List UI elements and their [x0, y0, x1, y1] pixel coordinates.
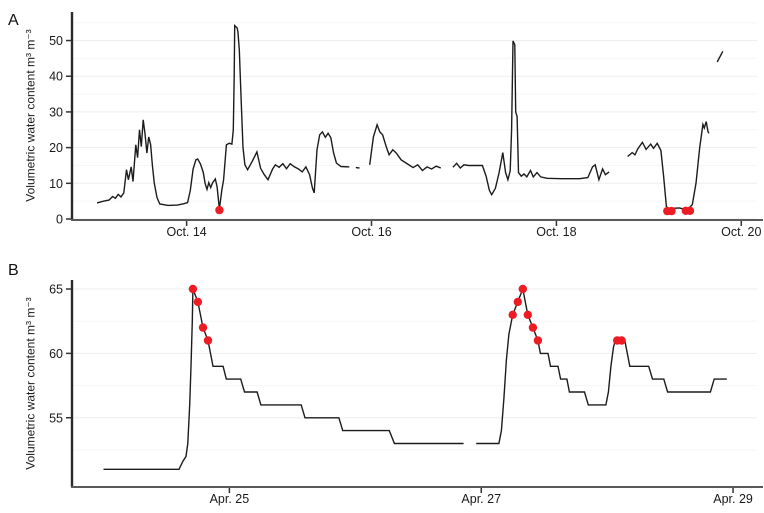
red-marker-point	[513, 297, 522, 307]
panel-a-y-axis-title: Volumetric water content m³ m⁻³	[23, 29, 38, 202]
red-marker-point	[518, 284, 527, 294]
water-content-line	[96, 24, 350, 210]
panel-a: Oct. 14 Oct. 16 Oct. 18 Oct. 20 0 10 20 30 40 50 …	[0, 0, 764, 256]
y-tick-label: 60	[49, 347, 63, 361]
red-marker-point	[203, 336, 213, 345]
panel-a-label: A	[8, 12, 20, 29]
red-marker-point	[508, 310, 517, 319]
y-tick-label: 20	[49, 141, 63, 155]
y-tick-label: 0	[56, 213, 63, 227]
x-tick-label: Oct. 20	[721, 225, 761, 239]
panel-b-chart-svg: Apr. 25 Apr. 27 Apr. 29 55 60 65	[49, 280, 763, 506]
y-tick-label: 50	[49, 34, 63, 48]
red-marker-point	[198, 323, 208, 332]
red-marker-point	[215, 205, 224, 215]
water-content-line	[452, 40, 610, 197]
red-marker-point	[685, 206, 695, 215]
x-tick-label: Oct. 18	[536, 225, 576, 239]
panel-b: Apr. 25 Apr. 27 Apr. 29 55 60 65 B Volumetric…	[0, 256, 764, 513]
y-tick-label: 55	[49, 411, 63, 425]
red-marker-point	[528, 323, 538, 332]
red-marker-point	[667, 206, 676, 216]
panel-b-label: B	[8, 262, 20, 279]
water-content-line	[369, 122, 442, 172]
y-tick-label: 30	[49, 105, 63, 119]
red-marker-point	[193, 297, 203, 307]
red-marker-point	[523, 310, 532, 319]
panel-b-y-axis-title: Volumetric water content m³ m⁻³	[23, 297, 38, 470]
x-tick-label: Oct. 14	[166, 225, 206, 239]
water-content-line	[716, 50, 724, 63]
y-tick-label: 40	[49, 70, 63, 84]
water-content-line	[103, 288, 464, 471]
y-tick-label: 65	[49, 283, 63, 297]
x-tick-label: Apr. 25	[210, 492, 250, 506]
panel-a-chart-svg: Oct. 14 Oct. 16 Oct. 18 Oct. 20 0 10 20 30 40 50	[49, 12, 763, 239]
x-tick-label: Oct. 16	[351, 225, 391, 239]
x-tick-label: Apr. 27	[461, 492, 501, 506]
red-marker-point	[617, 336, 626, 345]
x-tick-label: Apr. 29	[713, 492, 753, 506]
y-tick-label: 10	[49, 177, 63, 191]
red-marker-point	[188, 284, 198, 294]
red-marker-point	[533, 336, 543, 345]
